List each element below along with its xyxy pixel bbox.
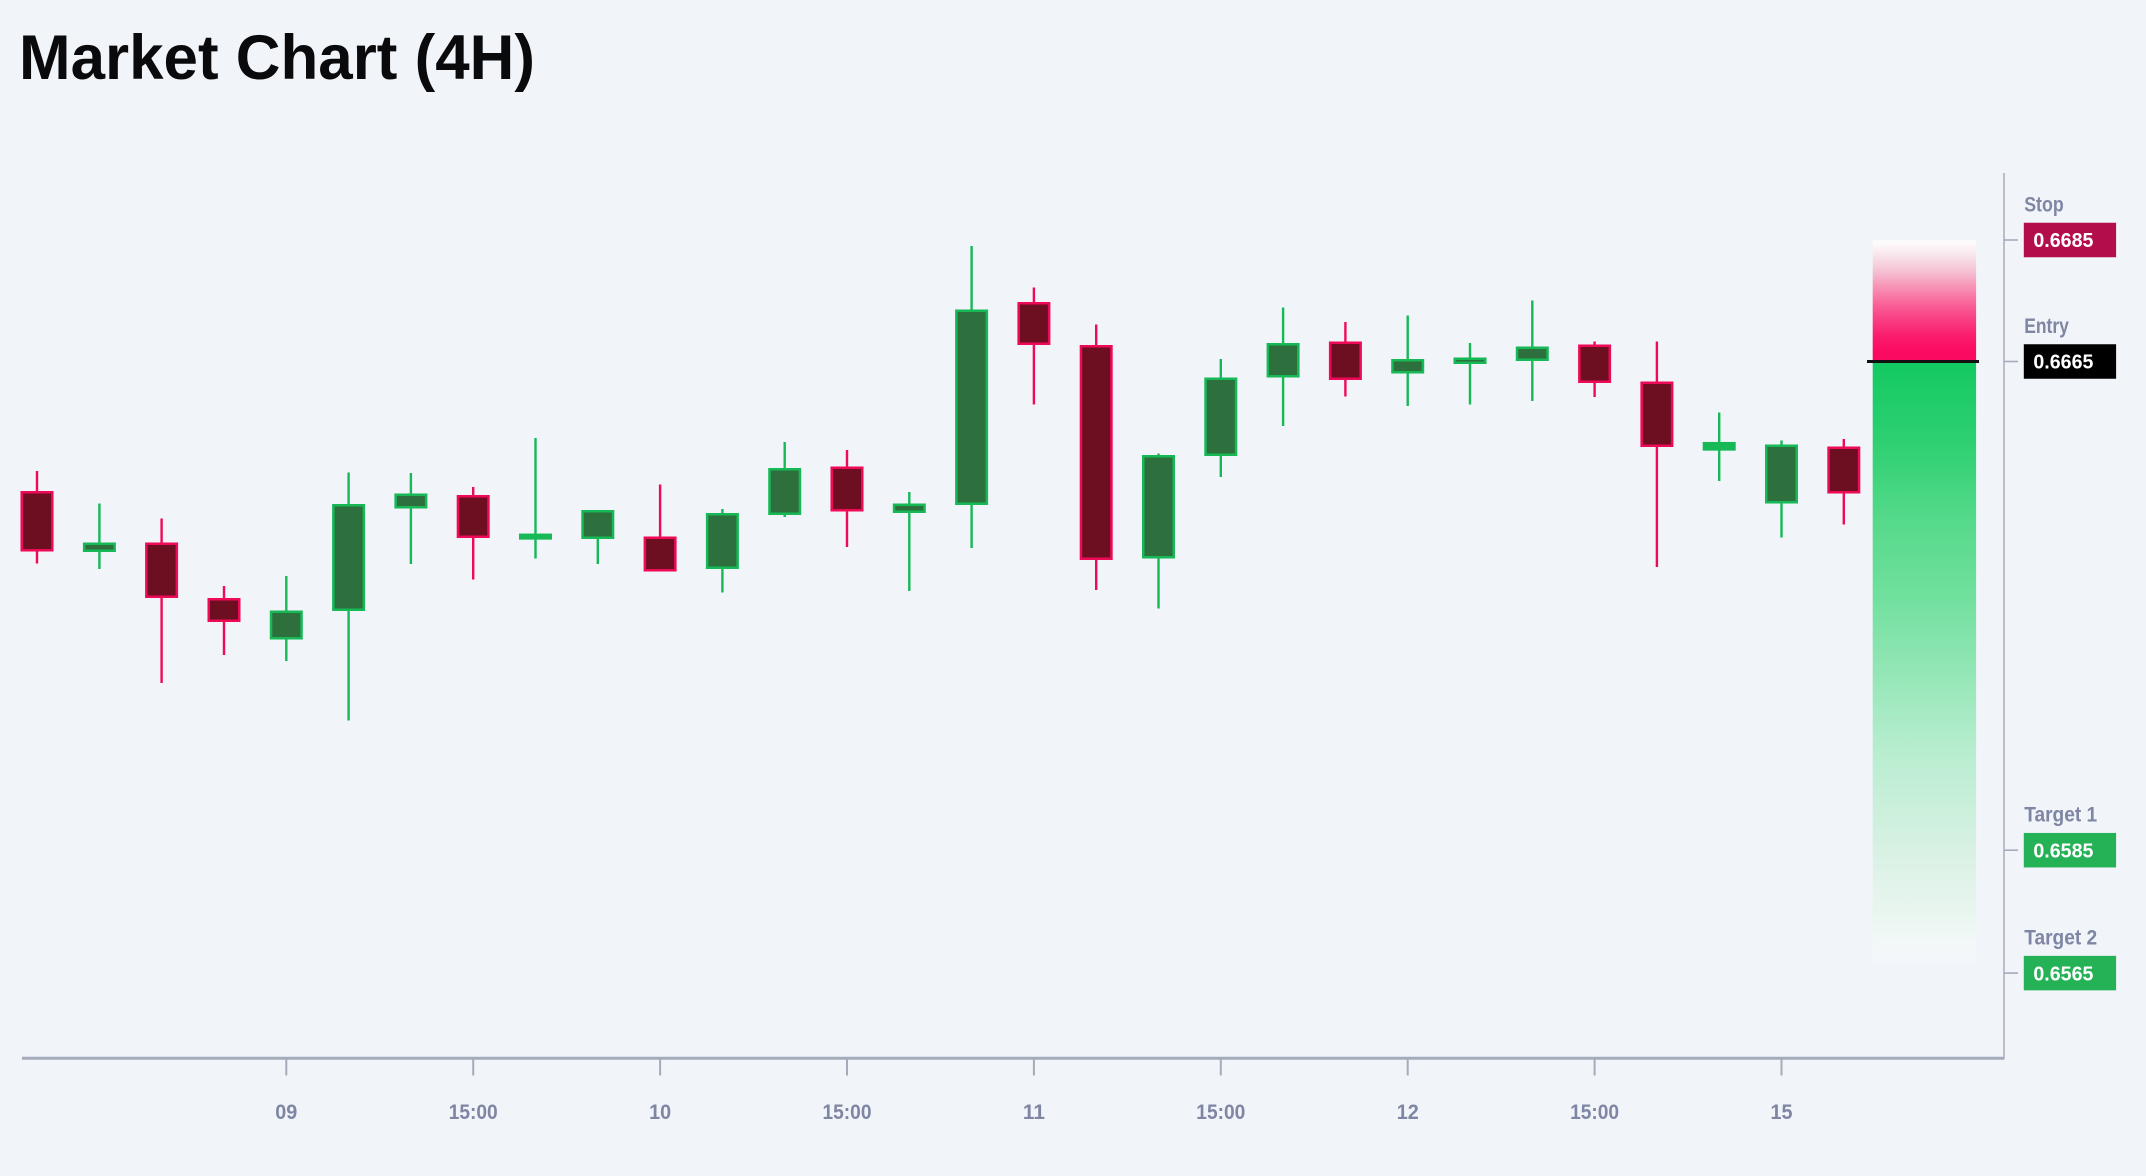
- svg-text:0.6565: 0.6565: [2033, 962, 2093, 985]
- svg-text:0.6665: 0.6665: [2033, 351, 2093, 374]
- svg-text:10: 10: [649, 1101, 671, 1124]
- svg-text:Target 1: Target 1: [2024, 803, 2097, 827]
- svg-text:Market Chart (4H): Market Chart (4H): [19, 23, 535, 93]
- svg-text:Stop: Stop: [2024, 193, 2064, 217]
- svg-text:15:00: 15:00: [449, 1101, 498, 1124]
- svg-text:12: 12: [1397, 1101, 1419, 1124]
- svg-text:0.6685: 0.6685: [2033, 229, 2093, 252]
- svg-text:0.6585: 0.6585: [2033, 839, 2093, 862]
- svg-text:11: 11: [1023, 1101, 1045, 1124]
- svg-text:15:00: 15:00: [1570, 1101, 1619, 1124]
- svg-text:Entry: Entry: [2024, 314, 2069, 338]
- svg-text:15:00: 15:00: [1196, 1101, 1245, 1124]
- svg-text:09: 09: [275, 1101, 297, 1124]
- svg-text:Target 2: Target 2: [2024, 926, 2097, 950]
- svg-text:15: 15: [1771, 1101, 1793, 1124]
- svg-text:15:00: 15:00: [823, 1101, 872, 1124]
